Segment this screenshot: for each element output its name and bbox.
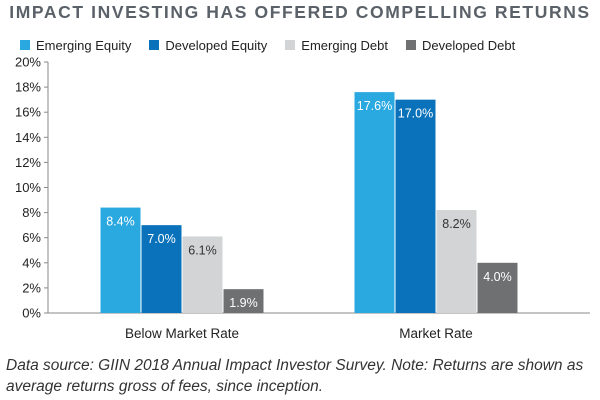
legend-label: Developed Equity	[165, 37, 268, 53]
data-label: 8.2%	[442, 217, 471, 231]
y-tick-label: 10%	[15, 180, 41, 195]
legend-label: Developed Debt	[422, 37, 516, 53]
x-category-label: Market Rate	[399, 326, 473, 341]
legend-swatch	[20, 40, 30, 50]
bar	[141, 225, 182, 313]
chart-title: IMPACT INVESTING HAS OFFERED COMPELLING …	[9, 2, 591, 22]
data-label: 17.0%	[398, 107, 433, 121]
legend-item-0: Emerging Equity	[20, 38, 131, 53]
y-tick-label: 14%	[15, 130, 41, 145]
y-tick-label: 0%	[22, 306, 41, 321]
bar	[182, 236, 223, 313]
y-tick-label: 8%	[22, 205, 41, 220]
chart-caption: Data source: GIIN 2018 Annual Impact Inv…	[6, 357, 584, 395]
y-tick-label: 2%	[22, 280, 41, 295]
y-tick-label: 6%	[22, 230, 41, 245]
data-label: 1.9%	[229, 296, 258, 310]
legend-swatch	[285, 40, 296, 50]
y-tick-label: 18%	[15, 80, 41, 95]
data-label: 8.4%	[106, 215, 135, 229]
y-tick-label: 4%	[22, 255, 41, 270]
legend-label: Emerging Debt	[301, 37, 389, 53]
legend-label: Emerging Equity	[36, 37, 132, 53]
data-label: 17.6%	[357, 99, 392, 113]
bar	[354, 92, 395, 314]
bar	[477, 262, 518, 313]
data-label: 6.1%	[188, 243, 217, 257]
y-tick-label: 20%	[15, 55, 41, 70]
data-label: 4.0%	[483, 270, 512, 284]
bar	[100, 207, 141, 313]
y-tick-label: 16%	[15, 105, 41, 120]
x-category-label: Below Market Rate	[125, 326, 239, 341]
legend-item-1: Developed Equity	[149, 38, 267, 53]
bar	[395, 99, 436, 314]
bar	[436, 210, 477, 313]
legend-swatch	[406, 40, 417, 50]
data-label: 7.0%	[147, 232, 176, 246]
legend-swatch	[149, 40, 160, 50]
y-tick-label: 12%	[15, 155, 41, 170]
legend-item-3: Developed Debt	[406, 38, 515, 53]
legend-item-2: Emerging Debt	[285, 38, 388, 53]
chart-legend: Emerging Equity Developed Equity Emerging …	[20, 36, 533, 54]
bar	[223, 289, 264, 313]
